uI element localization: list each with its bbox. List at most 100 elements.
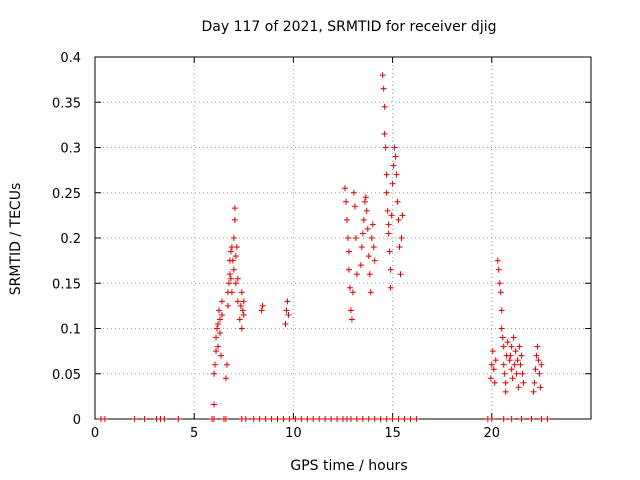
data-point xyxy=(233,244,240,251)
data-point xyxy=(383,171,390,178)
data-point xyxy=(380,85,387,92)
data-point xyxy=(488,361,495,368)
data-point xyxy=(225,280,232,287)
data-point xyxy=(215,320,222,327)
data-point xyxy=(487,375,494,382)
y-tick-label: 0 xyxy=(73,413,81,428)
data-point xyxy=(544,416,551,422)
data-point xyxy=(322,416,329,422)
data-point xyxy=(492,357,499,364)
data-point xyxy=(238,325,245,332)
data-point xyxy=(222,375,229,382)
data-point xyxy=(520,379,527,386)
chart-title: Day 117 of 2021, SRMTID for receiver dji… xyxy=(202,19,497,35)
data-point xyxy=(211,416,218,422)
data-point xyxy=(365,416,372,422)
y-tick-label: 0.05 xyxy=(52,368,81,383)
data-point xyxy=(395,216,402,223)
data-point xyxy=(352,235,359,241)
data-point xyxy=(528,416,535,422)
data-point xyxy=(515,384,522,391)
data-point xyxy=(224,302,231,309)
data-point xyxy=(509,375,516,382)
data-point xyxy=(537,384,544,391)
data-point xyxy=(215,343,222,350)
data-point xyxy=(377,416,384,422)
data-point xyxy=(348,316,355,323)
data-point xyxy=(349,289,356,296)
data-point xyxy=(387,266,394,273)
data-point xyxy=(392,153,399,160)
data-point xyxy=(292,416,299,422)
data-point xyxy=(413,416,420,422)
data-point xyxy=(316,416,323,422)
data-point xyxy=(382,144,389,151)
data-point xyxy=(394,198,401,205)
data-point xyxy=(514,357,521,364)
data-point xyxy=(383,189,390,196)
data-point xyxy=(211,401,218,408)
data-point xyxy=(359,230,366,237)
data-point xyxy=(341,185,348,192)
data-point xyxy=(218,298,225,305)
y-tick-label: 0.15 xyxy=(52,277,81,292)
data-point xyxy=(496,280,503,287)
data-point xyxy=(240,298,247,305)
data-point xyxy=(532,366,539,373)
data-point xyxy=(345,248,352,255)
data-point xyxy=(217,352,224,359)
data-point xyxy=(358,244,365,251)
data-point xyxy=(216,307,222,314)
data-point xyxy=(389,416,396,422)
data-point xyxy=(285,311,292,318)
y-tick-label: 0.3 xyxy=(60,142,81,157)
x-tick-label: 10 xyxy=(285,426,302,441)
data-point xyxy=(501,370,508,377)
data-point xyxy=(282,320,289,327)
data-point xyxy=(369,221,376,228)
data-point xyxy=(101,416,108,422)
y-tick-label: 0.1 xyxy=(60,323,81,338)
data-point xyxy=(262,416,269,422)
data-point xyxy=(517,361,524,368)
data-point xyxy=(365,253,372,260)
data-point xyxy=(229,257,236,264)
data-point xyxy=(227,248,234,255)
data-point xyxy=(268,416,275,422)
data-point xyxy=(379,72,386,79)
data-point xyxy=(216,330,223,337)
data-point xyxy=(538,361,545,368)
data-point xyxy=(359,416,366,422)
data-point xyxy=(353,416,360,422)
data-point xyxy=(510,334,517,341)
data-point xyxy=(491,379,498,386)
data-point xyxy=(350,189,357,196)
data-point xyxy=(489,348,496,355)
data-point xyxy=(216,316,223,323)
x-tick-label: 5 xyxy=(190,426,198,441)
data-point xyxy=(407,416,414,422)
data-point xyxy=(497,289,504,296)
data-point xyxy=(508,343,515,350)
data-point xyxy=(371,257,378,264)
data-point xyxy=(518,352,525,359)
data-point xyxy=(512,348,519,355)
data-point xyxy=(258,307,265,314)
data-point xyxy=(212,361,219,368)
data-point xyxy=(506,357,513,364)
data-point xyxy=(353,271,360,278)
data-point xyxy=(304,416,311,422)
data-point xyxy=(366,271,373,278)
data-point xyxy=(231,216,238,223)
data-point xyxy=(214,325,221,332)
data-point xyxy=(364,225,371,232)
data-point xyxy=(386,248,393,255)
data-point xyxy=(516,343,523,350)
data-point xyxy=(535,357,542,364)
data-point xyxy=(342,198,349,205)
data-point xyxy=(385,230,392,237)
y-tick-label: 0.25 xyxy=(52,187,81,202)
data-point xyxy=(237,302,244,309)
data-point xyxy=(345,266,352,273)
data-point xyxy=(360,216,367,223)
